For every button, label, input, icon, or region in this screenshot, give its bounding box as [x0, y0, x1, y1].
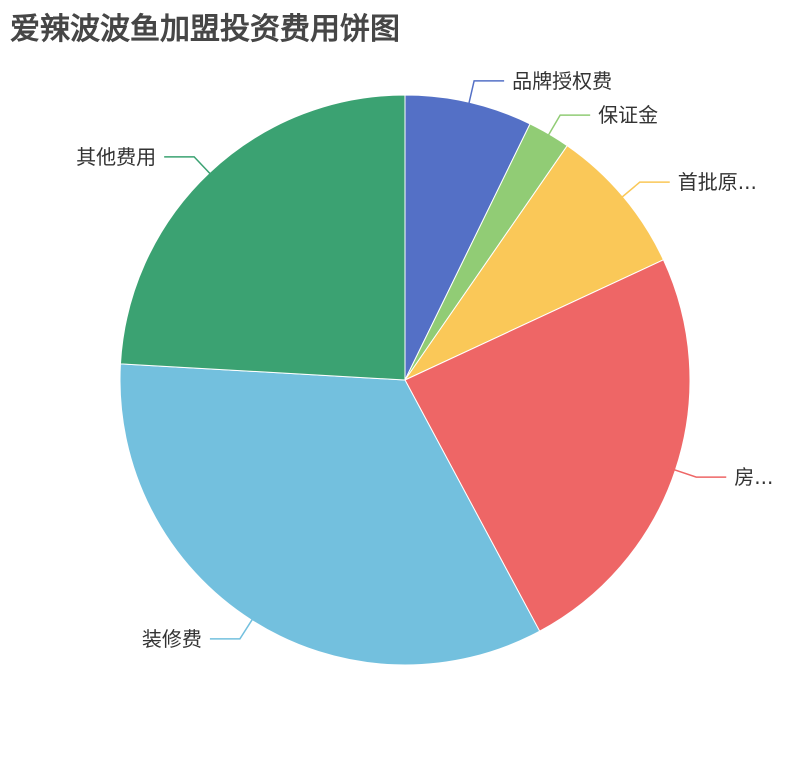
pie-slice-5[interactable]: [119, 94, 406, 381]
label-line-3: [667, 466, 727, 478]
chart-title: 爱辣波波鱼加盟投资费用饼图: [10, 12, 400, 47]
label-line-2: [616, 181, 670, 203]
slice-label-0: 品牌授权费: [512, 69, 612, 93]
slice-label-3: 房...: [734, 465, 773, 489]
slice-label-1: 保证金: [598, 103, 658, 127]
label-line-0: [466, 80, 505, 111]
label-line-4: [209, 613, 257, 640]
slice-label-5: 其他费用: [76, 145, 156, 169]
label-line-1: [544, 114, 591, 142]
slice-label-4: 装修费: [142, 627, 202, 651]
slice-label-2: 首批原...: [678, 170, 757, 194]
label-line-5: [164, 156, 216, 180]
